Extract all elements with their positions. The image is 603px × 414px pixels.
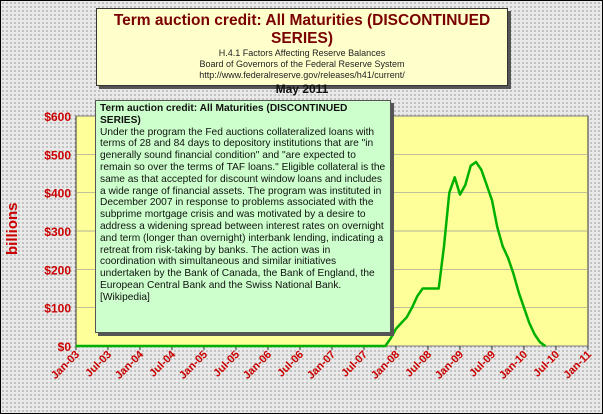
note-title: Term auction credit: All Maturities (DIS… [100, 103, 348, 126]
y-tick-label: $200 [44, 263, 71, 277]
data-point [411, 306, 413, 309]
data-point [75, 345, 77, 347]
annotation-note: Term auction credit: All Maturities (DIS… [95, 100, 391, 333]
data-point [469, 165, 472, 167]
y-tick-label: $0 [58, 340, 72, 354]
data-point [384, 345, 387, 347]
data-point [453, 176, 456, 179]
x-tick-label: Jul-06 [275, 349, 306, 380]
data-point [448, 191, 451, 194]
x-tick-label: Jan-06 [241, 349, 274, 382]
chart-subtitle-line: Board of Governors of the Federal Reserv… [199, 59, 405, 69]
y-axis-label: billions [4, 202, 21, 256]
data-point [507, 257, 509, 259]
data-point [528, 322, 531, 324]
y-tick-label: $400 [44, 187, 71, 201]
data-point [485, 184, 488, 186]
chart-source-url: http://www.federalreserve.gov/releases/h… [199, 70, 405, 80]
series-line [76, 160, 547, 348]
x-tick-label: Jul-08 [403, 349, 434, 380]
data-point [496, 226, 499, 228]
y-tick-label: $300 [44, 225, 71, 239]
data-point [491, 199, 493, 202]
chart-subtitle-line: H.4.1 Factors Affecting Reserve Balances [218, 48, 386, 58]
x-tick-label: Jan-10 [497, 349, 530, 382]
data-point [517, 291, 520, 294]
data-point [416, 295, 419, 297]
data-point [443, 245, 445, 248]
data-point [437, 287, 440, 290]
x-tick-label: Jan-07 [305, 349, 338, 382]
x-tick-label: Jul-10 [531, 349, 562, 380]
data-point [389, 337, 392, 340]
data-point [459, 193, 461, 196]
x-tick-label: Jul-07 [339, 349, 370, 380]
y-tick-label: $500 [44, 148, 71, 162]
data-point [421, 287, 424, 290]
data-point [395, 327, 397, 330]
chart-date: May 2011 [275, 82, 329, 96]
x-tick-label: Jan-09 [433, 349, 466, 382]
x-tick-label: Jan-04 [113, 348, 147, 382]
data-point [523, 306, 525, 309]
x-tick-label: Jul-09 [467, 349, 498, 380]
data-point [544, 345, 547, 347]
data-point [475, 161, 477, 163]
data-point [480, 168, 483, 171]
y-tick-label: $100 [44, 302, 71, 316]
x-tick-label: Jul-05 [211, 349, 242, 380]
data-point [512, 272, 515, 274]
chart-title: Term auction credit: All Maturities (DIS… [113, 12, 491, 47]
data-point [405, 316, 408, 319]
data-point [533, 333, 536, 336]
data-point [464, 184, 467, 186]
y-tick-label: $600 [44, 110, 71, 124]
data-point [539, 341, 541, 343]
x-tick-label: Jan-11 [561, 349, 594, 382]
data-point [427, 287, 429, 290]
x-tick-label: Jul-03 [83, 349, 114, 380]
x-tick-label: Jan-08 [369, 349, 402, 382]
data-point [501, 245, 504, 248]
data-point [432, 287, 435, 290]
note-body: Under the program the Fed auctions colla… [100, 126, 386, 303]
data-point [400, 322, 403, 324]
x-tick-label: Jul-04 [147, 348, 179, 380]
chart-title-box: Term auction credit: All Maturities (DIS… [96, 8, 508, 96]
x-tick-label: Jan-05 [177, 349, 210, 382]
